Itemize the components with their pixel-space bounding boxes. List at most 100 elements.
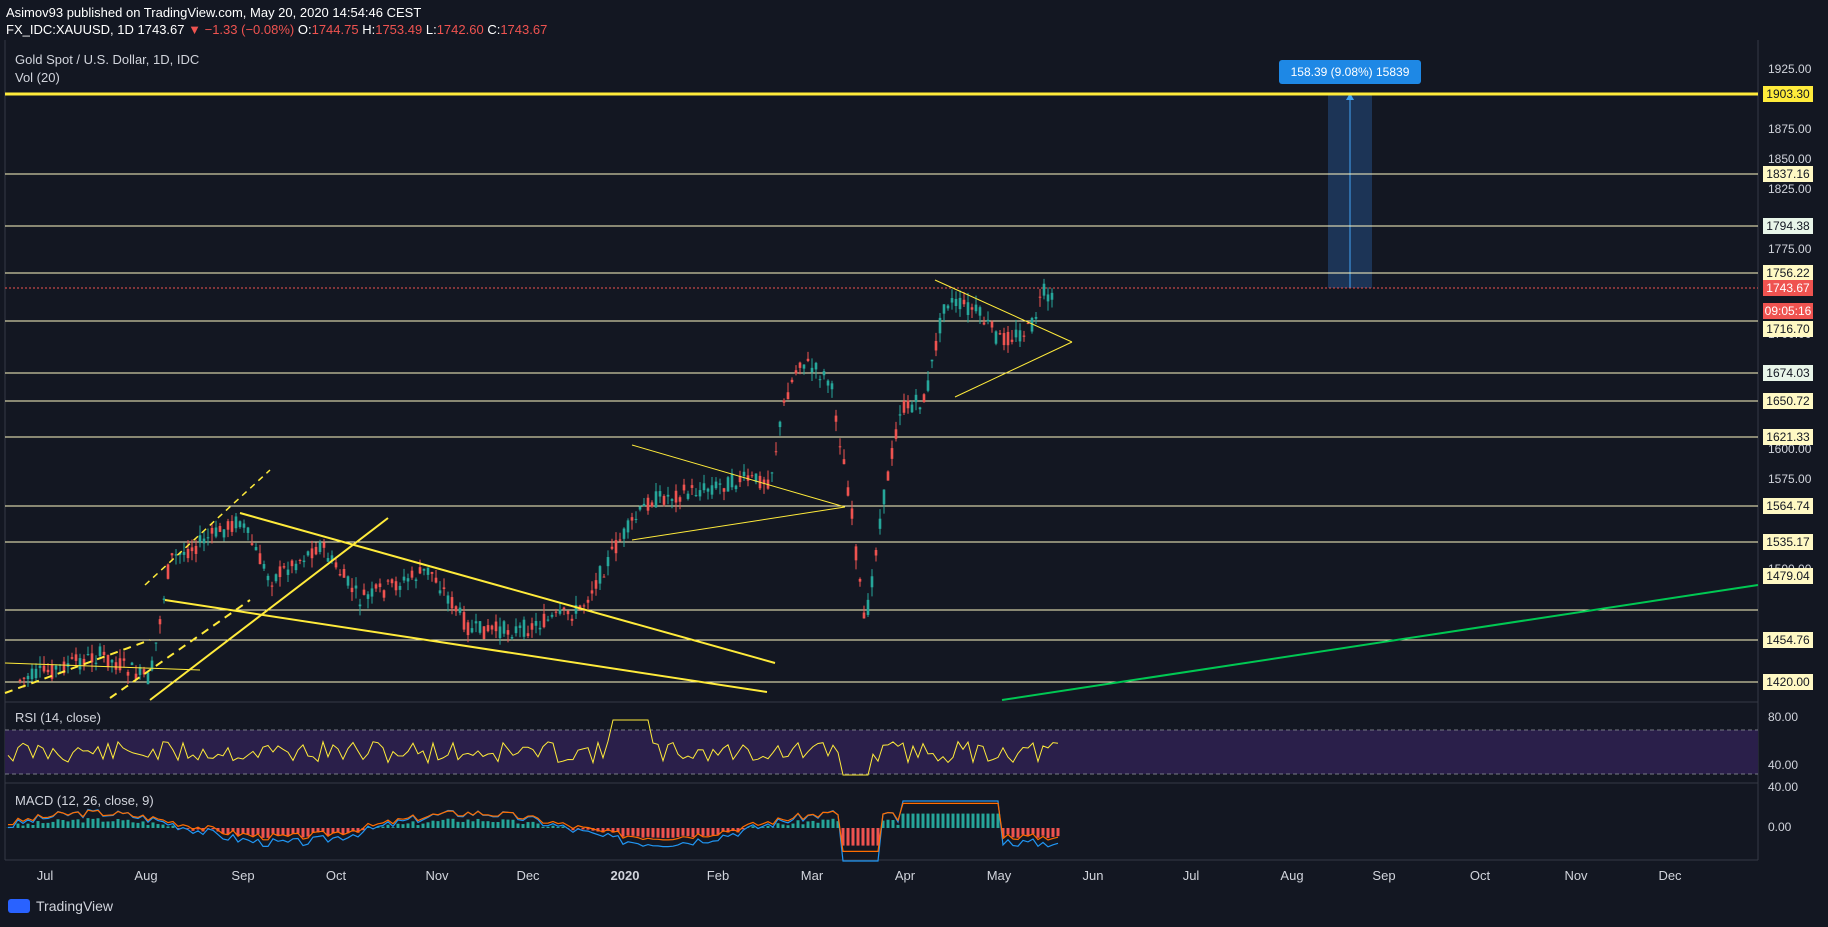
candle-body	[446, 595, 450, 604]
candle-body	[278, 566, 282, 578]
candle-body	[138, 666, 142, 675]
macd-bar	[31, 825, 35, 828]
macd-bar	[831, 818, 835, 828]
macd-bar	[881, 820, 885, 828]
candle-body	[1022, 335, 1026, 337]
macd-bar	[456, 821, 460, 828]
candle-body	[310, 548, 314, 559]
candle-body	[962, 299, 966, 305]
macd-bar	[911, 813, 915, 828]
macd-bar	[1021, 828, 1025, 835]
candle-body	[122, 658, 126, 661]
candle-body	[174, 554, 178, 556]
candle-body	[426, 567, 430, 575]
candle-body	[462, 612, 466, 630]
macd-bar	[631, 828, 635, 836]
candle-body	[262, 564, 266, 569]
candle-body	[114, 662, 118, 670]
candle-body	[538, 627, 542, 630]
macd-bar	[546, 826, 550, 828]
candle-body	[922, 394, 926, 403]
candle-body	[938, 317, 942, 334]
macd-bar	[711, 828, 715, 835]
rsi-axis-40: 40.00	[1768, 758, 1799, 772]
price-level-tag: 1621.33	[1763, 429, 1813, 445]
macd-bar	[861, 828, 865, 846]
macd-bar	[451, 818, 455, 828]
macd-bar	[676, 828, 680, 838]
macd-bar	[866, 828, 870, 846]
candle-body	[978, 307, 982, 316]
tradingview-logo[interactable]: TradingView	[8, 898, 113, 914]
candle-body	[1006, 331, 1010, 346]
candle-body	[614, 540, 618, 554]
candle-body	[282, 566, 286, 568]
candle-body	[926, 380, 930, 391]
macd-bar	[406, 823, 410, 828]
candle-body	[414, 579, 418, 582]
macd-bar	[321, 828, 325, 833]
candle-body	[74, 654, 78, 661]
macd-bar	[26, 823, 30, 828]
macd-bar	[296, 828, 300, 834]
candle-body	[346, 576, 350, 586]
candle-body	[466, 622, 470, 636]
candle-body	[726, 477, 730, 492]
candle-body	[958, 297, 962, 310]
macd-bar	[186, 828, 190, 829]
candle-body	[946, 305, 950, 309]
macd-bar	[331, 828, 335, 834]
candle-body	[470, 628, 474, 633]
macd-bar	[441, 819, 445, 828]
candle-body	[90, 653, 94, 663]
chart-canvas[interactable]	[0, 40, 1828, 887]
candle-body	[286, 569, 290, 575]
candle-body	[654, 491, 658, 508]
time-axis-label: Mar	[800, 868, 824, 883]
candle-body	[806, 358, 810, 361]
candles	[18, 278, 1054, 688]
candle-body	[486, 625, 490, 632]
candle-body	[490, 625, 494, 630]
candle-body	[794, 370, 798, 374]
time-axis-label: Feb	[706, 868, 730, 883]
candle-body	[522, 619, 526, 637]
candle-body	[418, 567, 422, 574]
candle-body	[594, 580, 598, 589]
candle-body	[98, 646, 102, 656]
macd-bar	[46, 822, 50, 828]
candle-body	[802, 364, 806, 369]
tradingview-logo-icon	[8, 899, 30, 913]
candle-body	[818, 379, 822, 381]
time-axis-label: Sep	[231, 868, 255, 883]
candle-body	[974, 304, 978, 312]
macd-bar	[151, 822, 155, 828]
candle-body	[634, 518, 638, 520]
candle-body	[290, 560, 294, 567]
price-level-tag: 1650.72	[1763, 393, 1813, 409]
candle-body	[394, 581, 398, 591]
macd-bar	[511, 819, 515, 828]
candle-body	[542, 613, 546, 628]
candle-body	[302, 560, 306, 563]
macd-bar	[526, 822, 530, 828]
macd-bar	[946, 813, 950, 828]
candle-body	[430, 571, 434, 574]
candle-body	[214, 527, 218, 537]
candle-body	[582, 605, 586, 607]
macd-bar	[356, 828, 360, 833]
candle-body	[882, 489, 886, 505]
candle-body	[498, 626, 502, 639]
candle-body	[902, 401, 906, 413]
candle-body	[714, 481, 718, 489]
candle-body	[890, 448, 894, 459]
macd-bar	[636, 828, 640, 837]
candle-body	[834, 415, 838, 422]
macd-bar	[426, 822, 430, 828]
candle-body	[650, 502, 654, 507]
macd-bar	[906, 813, 910, 828]
macd-bar	[446, 818, 450, 828]
candle-body	[1038, 296, 1042, 298]
macd-bar	[741, 828, 745, 830]
macd-bar	[96, 818, 100, 828]
